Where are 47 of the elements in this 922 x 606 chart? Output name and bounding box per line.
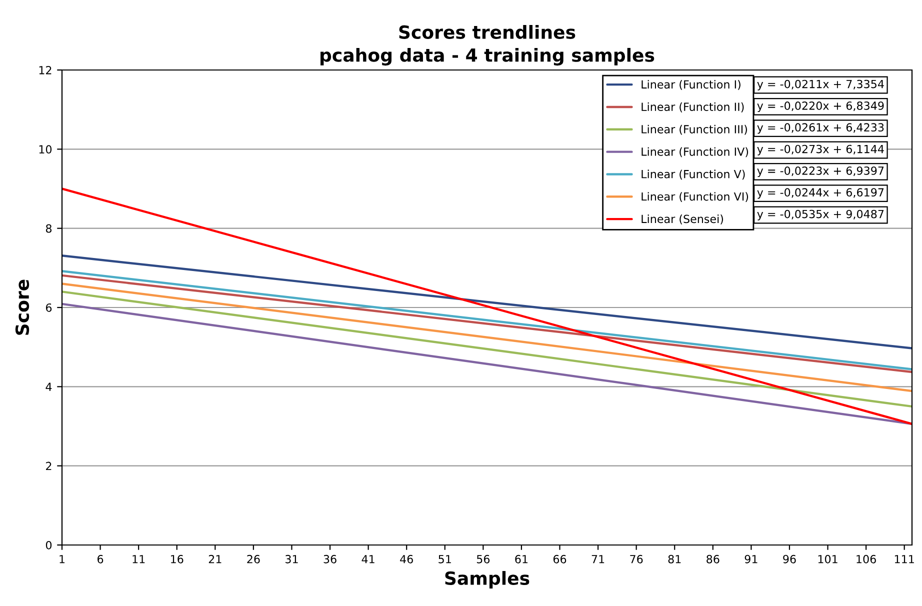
annotation: y = -0,0220x + 6,8349 [757,101,884,112]
x-tick-label: 76 [630,554,643,564]
x-axis-title: Samples [445,571,530,589]
x-tick-label: 41 [362,555,374,564]
annotation: y = -0,0535x + 9,0487 [757,210,884,220]
annotation: y = -0,0223x + 6,9397 [757,166,884,178]
annotation: y = -0,0261x + 6,4233 [757,123,884,134]
legend-label: Linear (Function III) [642,124,747,135]
annotation: y = -0,0273x + 6,1144 [757,144,884,156]
x-tick-label: 26 [247,554,260,564]
legend-label: Linear (Function I) [642,80,740,90]
x-tick-label: 71 [592,555,604,564]
y-tick-label: 2 [46,462,52,470]
chart-title: Scores trendlines pcahog data - 4 training samples [320,24,654,66]
y-tick-label: 12 [39,66,52,74]
legend-label: Linear (Function V) [642,170,745,180]
x-tick-label: 31 [286,554,298,564]
legend-label: Linear (Function IV) [642,147,748,158]
y-axis-title: Score [15,280,30,335]
legend-label: Linear (Function II) [642,102,744,112]
x-tick-label: 11 [132,555,145,564]
x-tick-label: 86 [706,554,720,564]
legend-label: Linear (Sensei) [642,214,724,224]
y-tick-label: 4 [46,382,52,391]
x-tick-label: 21 [208,554,222,564]
x-tick-label: 46 [400,554,413,564]
x-tick-label: 111 [894,555,914,564]
y-tick-label: 8 [46,224,52,233]
x-tick-label: 51 [438,555,451,564]
x-tick-label: 36 [324,554,336,564]
y-tick-label: 0 [46,540,52,550]
x-tick-label: 91 [744,554,758,564]
x-tick-label: 96 [783,554,796,564]
x-tick-label: 1 [60,555,65,564]
x-tick-label: 61 [515,554,528,564]
legend-label: Linear (Function VI) [642,192,748,202]
x-tick-label: 6 [98,554,104,564]
y-tick-label: 6 [46,303,52,312]
annotation: y = -0,0211x + 7,3354 [757,80,884,90]
x-tick-label: 101 [818,554,838,564]
x-tick-label: 16 [171,554,184,564]
x-tick-label: 106 [856,554,876,564]
x-tick-label: 81 [668,554,681,564]
y-tick-label: 10 [39,145,52,154]
annotation: y = -0,0244x + 6,6197 [757,188,884,199]
x-tick-label: 66 [553,554,566,564]
x-tick-label: 56 [476,554,490,564]
